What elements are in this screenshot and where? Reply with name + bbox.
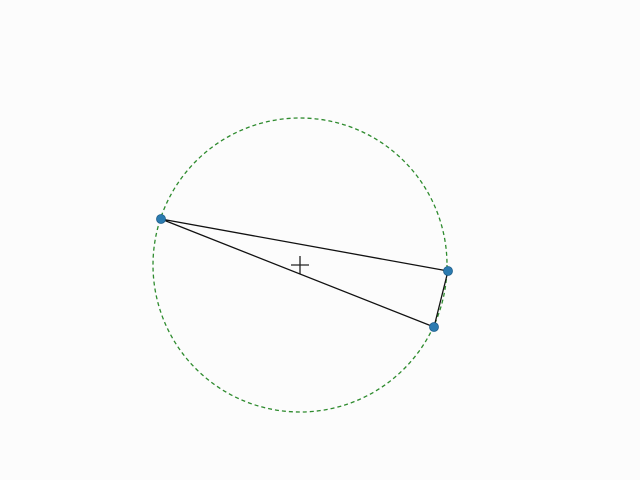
vertex-point-c[interactable] (429, 322, 439, 332)
circumcircle (152, 117, 448, 413)
circle-center-marker (291, 256, 309, 274)
vertex-point-a[interactable] (156, 214, 166, 224)
inscribed-triangle (160, 218, 449, 328)
triangle-vertices (156, 214, 453, 332)
vertex-point-b[interactable] (443, 266, 453, 276)
